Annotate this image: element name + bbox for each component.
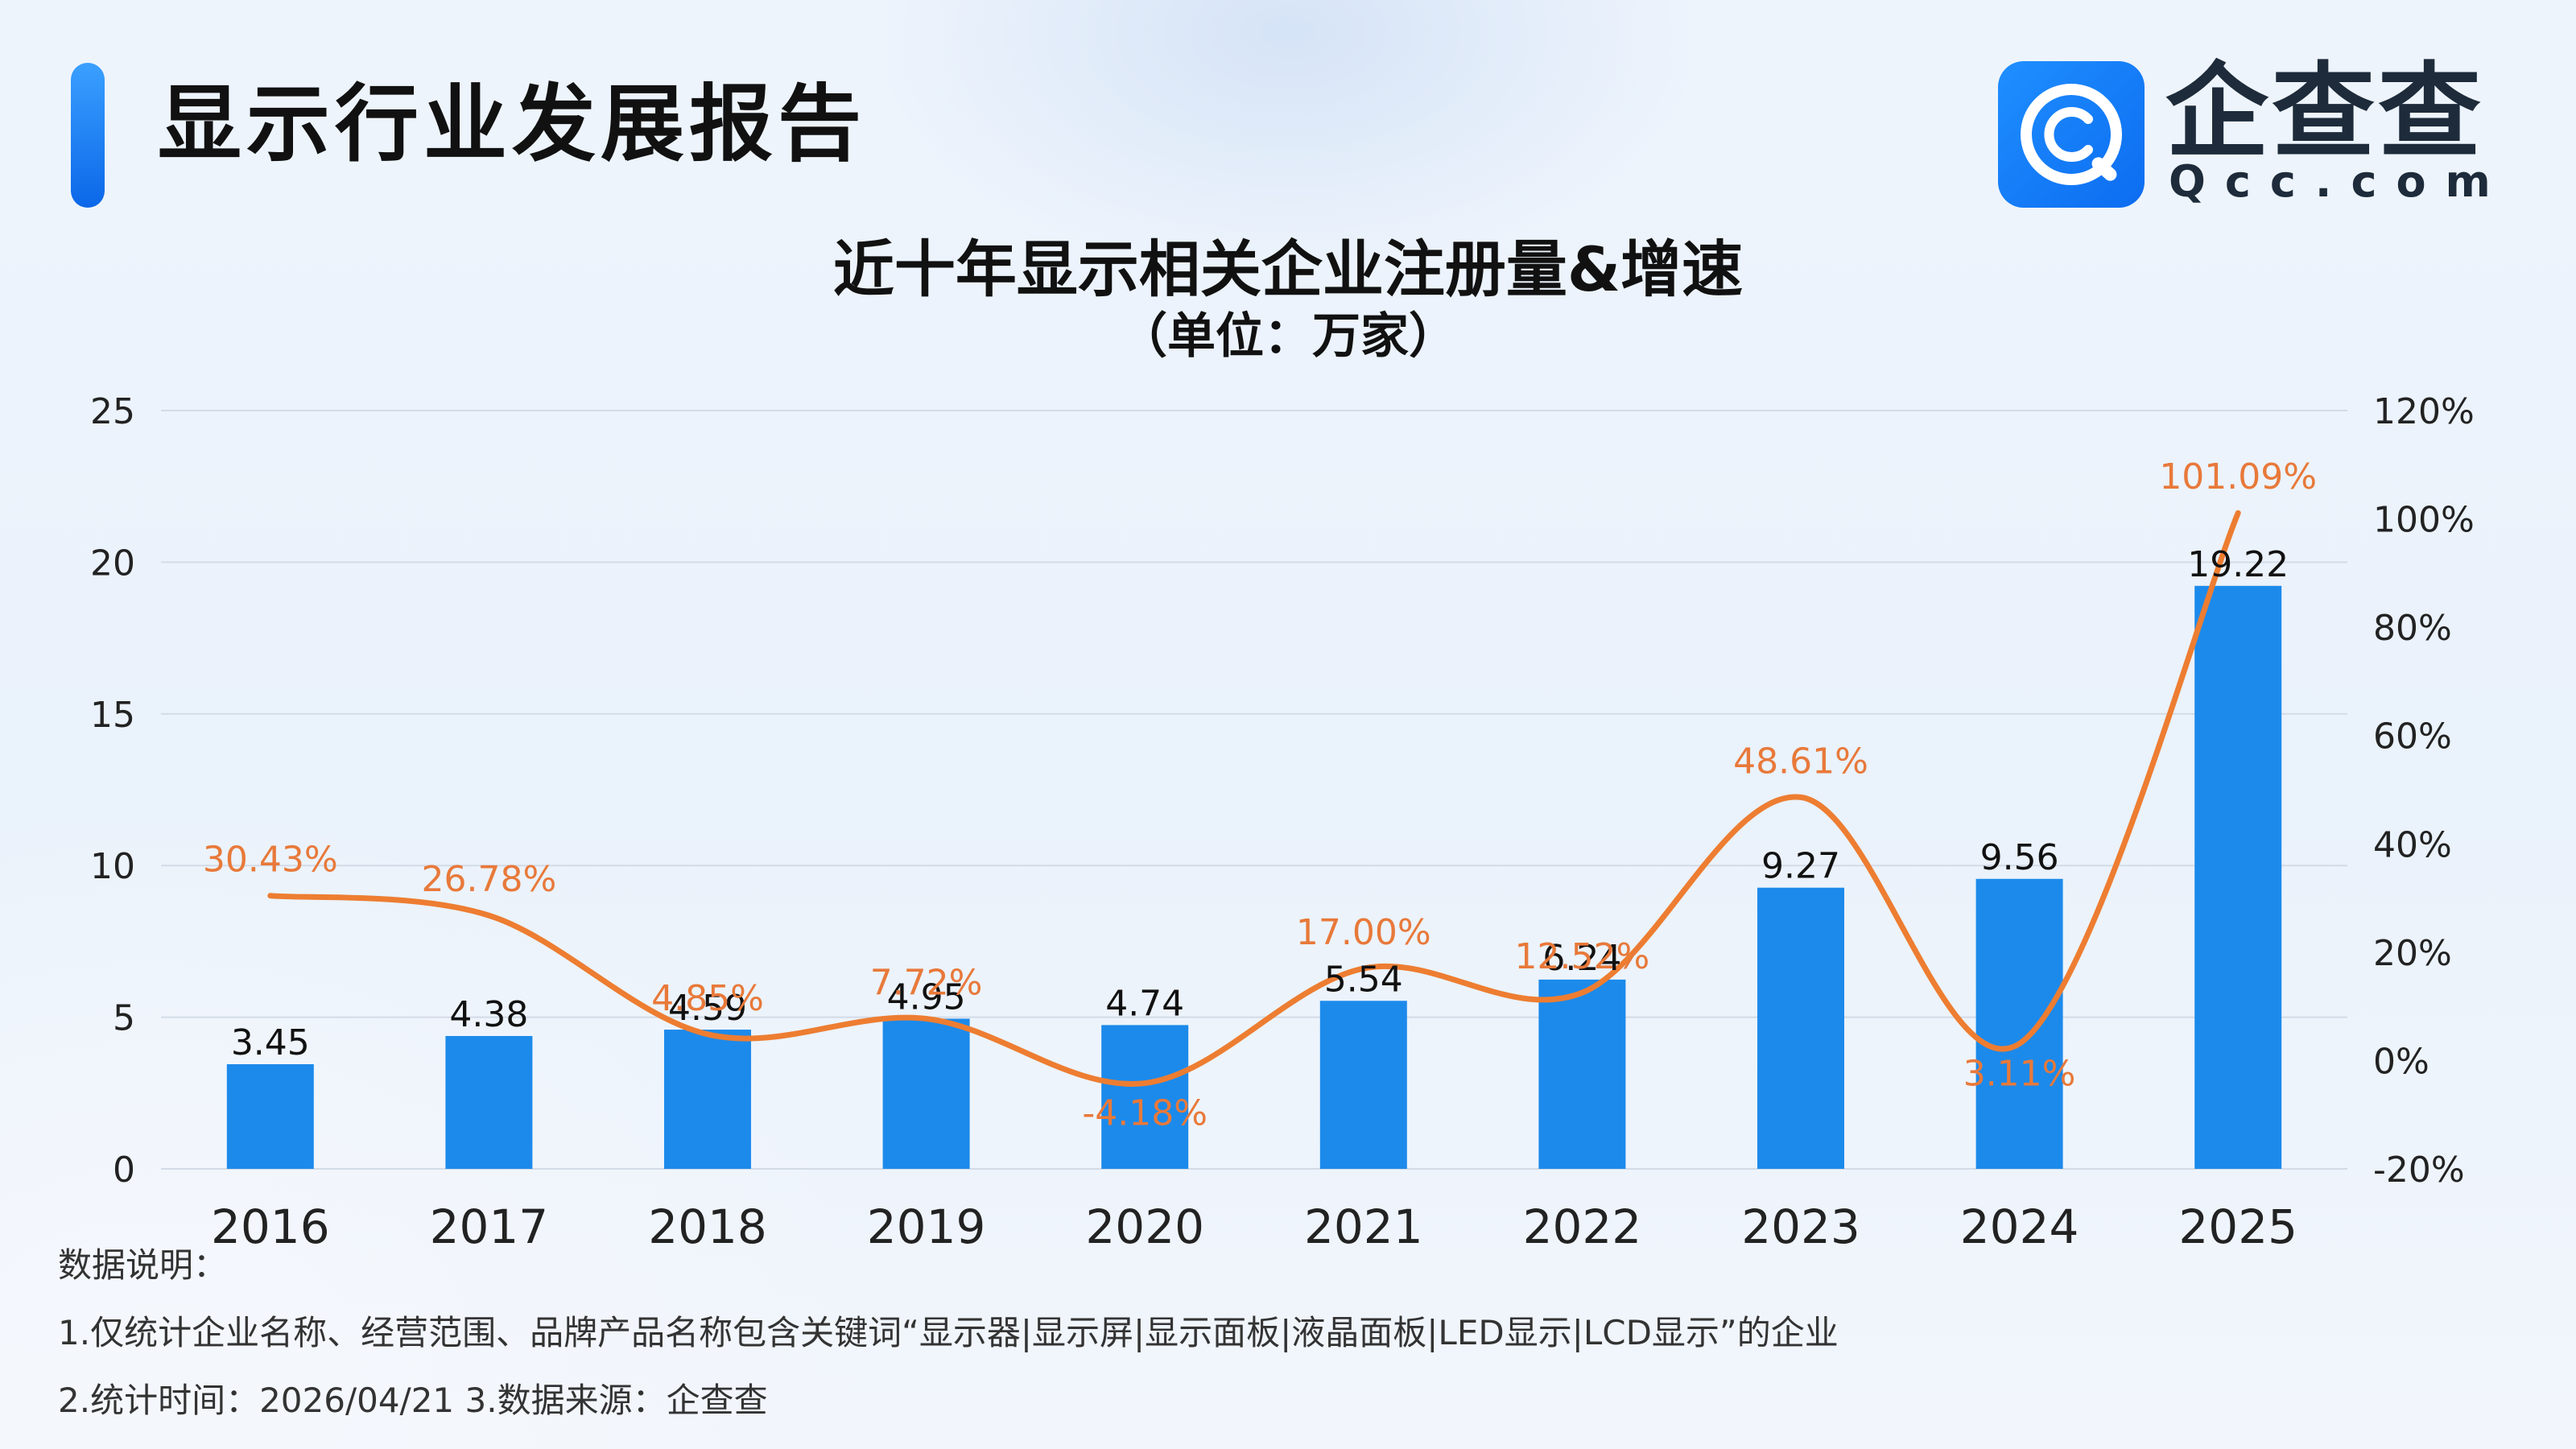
x-axis-tick-label: 2020 [1085,1199,1204,1254]
left-axis-tick-label: 0 [113,1150,135,1191]
bar-value-label: 5.54 [1324,959,1403,1000]
notes-heading: 数据说明： [58,1245,228,1285]
growth-rate-label: 30.43% [203,840,338,881]
growth-rate-label: -4.18% [1082,1093,1208,1134]
x-axis-tick-label: 2024 [1960,1199,2079,1254]
bar [445,1035,533,1169]
bar [1975,878,2063,1169]
logo-name: 企查查 [2165,52,2485,172]
right-axis-tick-label: 40% [2373,824,2452,865]
left-axis-tick-label: 15 [90,695,135,736]
bar-series [226,585,2282,1169]
title-accent-bar [71,63,105,208]
chart-subtitle: （单位：万家） [1119,308,1457,365]
bar-value-label: 19.22 [2187,544,2289,585]
bar [1101,1025,1189,1169]
chart-title: 近十年显示相关企业注册量&增速 [832,233,1744,305]
growth-rate-label: 7.72% [870,962,983,1003]
growth-rate-label: 12.52% [1515,936,1650,977]
x-axis-tick-label: 2016 [211,1199,330,1254]
bar [664,1030,751,1169]
right-axis-tick-label: 120% [2373,391,2475,432]
bar-value-label: 3.45 [231,1022,310,1063]
bar-value-label: 9.56 [1980,837,2059,878]
growth-rate-label: 48.61% [1733,741,1868,782]
left-axis-tick-label: 5 [113,998,135,1039]
right-axis-tick-label: 100% [2373,500,2475,541]
bar-value-label: 4.74 [1105,983,1184,1024]
growth-rate-label: 4.85% [651,978,764,1019]
page-title: 显示行业发展报告 [158,75,867,173]
notes-line-1: 1.仅统计企业名称、经营范围、品牌产品名称包含关键词“显示器|显示屏|显示面板|… [58,1313,1839,1352]
right-axis: -20% 0% 20% 40% 60% 80% 100% 120% [2373,391,2475,1191]
logo-domain: Qcc.com [2169,156,2510,207]
data-labels: 3.45 4.38 4.59 4.95 4.74 5.54 6.24 9.27 9.56 19.2… [203,456,2317,1133]
x-axis-tick-label: 2023 [1741,1199,1860,1254]
left-axis-tick-label: 10 [90,846,135,887]
bar-value-label: 6.24 [1542,938,1621,979]
bar-value-label: 9.27 [1761,846,1840,887]
qcc-magnifier-icon [1998,61,2145,208]
growth-rate-label: 17.00% [1296,912,1431,953]
bar [1757,887,1844,1169]
left-axis-tick-label: 20 [90,543,135,584]
x-axis-tick-label: 2021 [1304,1199,1423,1254]
logo-glyph [2021,84,2122,185]
bar-value-label: 4.95 [887,976,966,1018]
left-axis-tick-label: 25 [90,391,135,432]
x-axis-tick-label: 2025 [2178,1199,2297,1254]
x-axis-tick-label: 2018 [648,1199,767,1254]
bar [882,1018,970,1169]
bar-value-label: 4.38 [449,994,528,1035]
notes-line-2: 2.统计时间：2026/04/21 3.数据来源：企查查 [58,1381,768,1420]
bar [1538,979,1626,1169]
bar [1319,1001,1407,1169]
growth-rate-label: 101.09% [2159,456,2317,497]
bar [2194,585,2282,1169]
x-axis-tick-label: 2019 [867,1199,986,1254]
x-axis-tick-label: 2022 [1523,1199,1642,1254]
left-axis: 0 5 10 15 20 25 [90,391,135,1191]
right-axis-tick-label: 60% [2373,716,2452,758]
right-axis-tick-label: 20% [2373,933,2452,974]
x-axis-tick-label: 2017 [430,1199,549,1254]
right-axis-tick-label: -20% [2373,1150,2465,1191]
growth-line-series [267,510,2241,1087]
bar-value-label: 4.59 [668,988,747,1029]
bar [226,1064,314,1169]
growth-rate-label: 3.11% [1963,1054,2076,1095]
right-axis-tick-label: 0% [2373,1041,2429,1082]
x-axis: 2016 2017 2018 2019 2020 2021 2022 2023 2024 2025 [211,1199,2297,1254]
growth-rate-label: 26.78% [422,859,557,900]
growth-line [267,510,2241,1087]
right-axis-tick-label: 80% [2373,608,2452,649]
